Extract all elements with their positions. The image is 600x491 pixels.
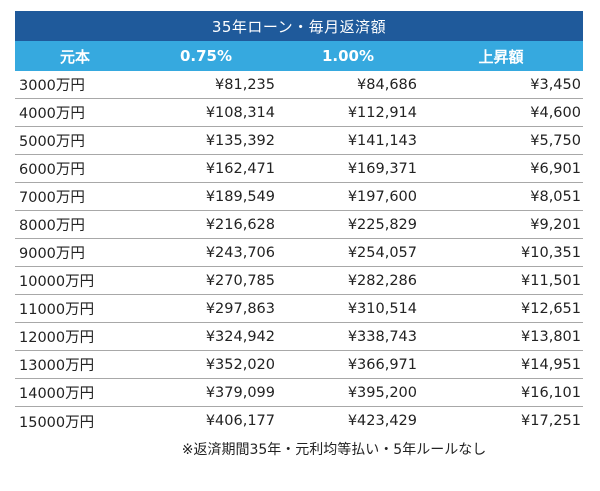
cell-rate-075: ¥379,099 xyxy=(205,384,275,401)
cell-principal: 12000万円 xyxy=(19,330,95,346)
table-body: 3000万円 ¥81,235 ¥84,686 ¥3,450 4000万円 ¥108,314… xyxy=(15,71,583,435)
cell-increase: ¥14,951 xyxy=(521,356,581,373)
cell-rate-100: ¥282,286 xyxy=(347,272,417,289)
table-row: 15000万円 ¥406,177 ¥423,429 ¥17,251 xyxy=(15,407,583,435)
table-row: 6000万円 ¥162,471 ¥169,371 ¥6,901 xyxy=(15,155,583,183)
cell-increase: ¥16,101 xyxy=(521,384,581,401)
cell-rate-100: ¥112,914 xyxy=(347,104,417,121)
table-row: 3000万円 ¥81,235 ¥84,686 ¥3,450 xyxy=(15,71,583,99)
cell-principal: 4000万円 xyxy=(19,106,85,122)
cell-principal: 8000万円 xyxy=(19,218,85,234)
cell-rate-100: ¥310,514 xyxy=(347,300,417,317)
cell-rate-100: ¥141,143 xyxy=(347,132,417,149)
table-row: 7000万円 ¥189,549 ¥197,600 ¥8,051 xyxy=(15,183,583,211)
cell-increase: ¥4,600 xyxy=(530,104,581,121)
cell-rate-100: ¥423,429 xyxy=(347,413,417,429)
cell-rate-100: ¥366,971 xyxy=(347,356,417,373)
table-row: 10000万円 ¥270,785 ¥282,286 ¥11,501 xyxy=(15,267,583,295)
cell-rate-075: ¥135,392 xyxy=(205,132,275,149)
cell-principal: 15000万円 xyxy=(19,414,95,431)
cell-increase: ¥6,901 xyxy=(530,160,581,177)
cell-principal: 14000万円 xyxy=(19,386,95,402)
cell-rate-075: ¥270,785 xyxy=(205,272,275,289)
cell-rate-100: ¥84,686 xyxy=(357,76,417,93)
cell-rate-075: ¥108,314 xyxy=(205,104,275,121)
cell-rate-075: ¥189,549 xyxy=(205,188,275,205)
header-rate-075: 0.75% xyxy=(179,47,233,65)
cell-principal: 7000万円 xyxy=(19,190,85,206)
cell-principal: 3000万円 xyxy=(19,78,85,94)
table-row: 14000万円 ¥379,099 ¥395,200 ¥16,101 xyxy=(15,379,583,407)
cell-increase: ¥8,051 xyxy=(530,188,581,205)
table-row: 13000万円 ¥352,020 ¥366,971 ¥14,951 xyxy=(15,351,583,379)
cell-principal: 6000万円 xyxy=(19,162,85,178)
cell-increase: ¥10,351 xyxy=(521,244,581,261)
header-increase: 上昇額 xyxy=(478,47,524,66)
cell-rate-100: ¥338,743 xyxy=(347,328,417,345)
table-row: 9000万円 ¥243,706 ¥254,057 ¥10,351 xyxy=(15,239,583,267)
table-row: 4000万円 ¥108,314 ¥112,914 ¥4,600 xyxy=(15,99,583,127)
cell-increase: ¥3,450 xyxy=(530,76,581,93)
cell-increase: ¥11,501 xyxy=(521,272,581,289)
cell-rate-075: ¥162,471 xyxy=(205,160,275,177)
cell-increase: ¥9,201 xyxy=(530,216,581,233)
cell-rate-100: ¥225,829 xyxy=(347,216,417,233)
header-rate-100: 1.00% xyxy=(321,47,375,65)
cell-principal: 9000万円 xyxy=(19,246,85,262)
table-row: 5000万円 ¥135,392 ¥141,143 ¥5,750 xyxy=(15,127,583,155)
cell-increase: ¥13,801 xyxy=(521,328,581,345)
table-header-row: 元本 0.75% 1.00% 上昇額 xyxy=(15,41,583,71)
cell-rate-075: ¥324,942 xyxy=(205,328,275,345)
cell-rate-075: ¥243,706 xyxy=(205,244,275,261)
header-principal: 元本 xyxy=(59,47,90,66)
cell-rate-075: ¥406,177 xyxy=(205,413,275,429)
cell-increase: ¥17,251 xyxy=(521,413,581,429)
cell-rate-075: ¥297,863 xyxy=(205,300,275,317)
cell-principal: 10000万円 xyxy=(19,274,95,290)
cell-rate-100: ¥197,600 xyxy=(347,188,417,205)
cell-increase: ¥12,651 xyxy=(521,300,581,317)
cell-rate-075: ¥352,020 xyxy=(205,356,275,373)
cell-increase: ¥5,750 xyxy=(530,132,581,149)
table-row: 8000万円 ¥216,628 ¥225,829 ¥9,201 xyxy=(15,211,583,239)
cell-principal: 11000万円 xyxy=(19,302,95,318)
table-row: 11000万円 ¥297,863 ¥310,514 ¥12,651 xyxy=(15,295,583,323)
cell-rate-075: ¥216,628 xyxy=(205,216,275,233)
footnote: ※返済期間35年・元利均等払い・5年ルールなし xyxy=(181,442,487,458)
table-title: 35年ローン・毎月返済額 xyxy=(15,11,583,41)
cell-rate-100: ¥254,057 xyxy=(347,244,417,261)
table-row: 12000万円 ¥324,942 ¥338,743 ¥13,801 xyxy=(15,323,583,351)
loan-repayment-table: 35年ローン・毎月返済額 元本 0.75% 1.00% 上昇額 3000万円 ¥8… xyxy=(15,11,583,459)
cell-rate-100: ¥395,200 xyxy=(347,384,417,401)
cell-rate-075: ¥81,235 xyxy=(215,76,275,93)
cell-principal: 5000万円 xyxy=(19,134,85,150)
cell-principal: 13000万円 xyxy=(19,358,95,374)
cell-rate-100: ¥169,371 xyxy=(347,160,417,177)
